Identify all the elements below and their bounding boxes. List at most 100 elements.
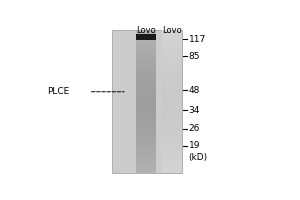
Bar — [136, 141, 156, 143]
Bar — [162, 150, 182, 152]
Bar — [136, 111, 156, 113]
Bar — [162, 37, 182, 39]
Bar — [136, 96, 156, 98]
Bar — [162, 30, 182, 32]
Bar — [136, 43, 156, 44]
Bar — [162, 61, 182, 62]
Bar — [136, 109, 156, 111]
Bar — [136, 93, 156, 95]
Bar — [162, 93, 182, 95]
Bar — [162, 62, 182, 64]
Bar — [162, 120, 182, 121]
Bar — [136, 113, 156, 114]
Bar — [162, 46, 182, 48]
Bar — [162, 87, 182, 89]
Bar — [162, 116, 182, 118]
Bar — [136, 80, 156, 82]
Bar — [136, 147, 156, 148]
Bar — [162, 125, 182, 127]
Text: 85: 85 — [189, 52, 200, 61]
Bar — [136, 71, 156, 73]
Bar — [136, 98, 156, 100]
Bar — [162, 95, 182, 96]
Text: PLCE: PLCE — [47, 87, 69, 96]
Bar — [162, 86, 182, 87]
Bar — [136, 132, 156, 134]
Bar — [136, 46, 156, 48]
Bar — [136, 68, 156, 70]
Bar — [136, 102, 156, 104]
Bar — [162, 104, 182, 105]
Text: 117: 117 — [189, 35, 206, 44]
Bar — [162, 164, 182, 166]
Bar — [136, 164, 156, 166]
Bar — [162, 152, 182, 154]
Bar — [136, 100, 156, 102]
Bar — [162, 70, 182, 71]
Bar — [136, 41, 156, 43]
Bar — [162, 107, 182, 109]
Bar — [162, 43, 182, 44]
Text: Lovo: Lovo — [162, 26, 182, 35]
Bar — [136, 166, 156, 168]
Bar — [136, 129, 156, 130]
Bar — [136, 123, 156, 125]
Bar — [162, 84, 182, 86]
Bar — [162, 32, 182, 34]
Bar — [162, 139, 182, 141]
Bar — [136, 145, 156, 147]
Bar — [162, 129, 182, 130]
Bar — [136, 138, 156, 139]
Bar — [136, 155, 156, 157]
Bar — [162, 138, 182, 139]
Bar — [162, 127, 182, 129]
Bar — [136, 44, 156, 46]
Bar — [136, 120, 156, 121]
Bar — [136, 87, 156, 89]
Bar — [136, 64, 156, 66]
Bar — [136, 116, 156, 118]
Bar — [162, 172, 182, 173]
Bar — [162, 143, 182, 145]
Bar — [136, 73, 156, 75]
Bar — [162, 55, 182, 57]
Bar — [162, 157, 182, 159]
Bar — [136, 143, 156, 145]
Bar — [136, 139, 156, 141]
Bar — [162, 34, 182, 36]
Bar — [162, 77, 182, 78]
Bar — [162, 170, 182, 172]
Bar — [162, 78, 182, 80]
Bar — [162, 136, 182, 138]
Text: 48: 48 — [189, 86, 200, 95]
Bar — [136, 95, 156, 96]
Bar — [162, 113, 182, 114]
Bar — [136, 77, 156, 78]
Bar — [162, 66, 182, 68]
Bar — [162, 121, 182, 123]
Bar — [162, 91, 182, 93]
Bar — [162, 41, 182, 43]
Bar — [136, 37, 156, 39]
Bar — [136, 104, 156, 105]
Bar — [136, 159, 156, 161]
Bar — [162, 148, 182, 150]
Bar — [136, 55, 156, 57]
Bar — [136, 84, 156, 86]
Bar — [162, 161, 182, 163]
Bar — [162, 36, 182, 37]
Bar — [162, 111, 182, 113]
Bar — [136, 136, 156, 138]
Bar — [162, 75, 182, 77]
Bar — [162, 52, 182, 53]
Bar — [136, 107, 156, 109]
Bar — [136, 50, 156, 52]
Bar — [136, 134, 156, 136]
Bar — [162, 163, 182, 164]
Bar — [162, 123, 182, 125]
Bar — [162, 73, 182, 75]
Bar — [136, 89, 156, 91]
Bar — [136, 70, 156, 71]
Bar — [136, 32, 156, 34]
Bar — [136, 148, 156, 150]
